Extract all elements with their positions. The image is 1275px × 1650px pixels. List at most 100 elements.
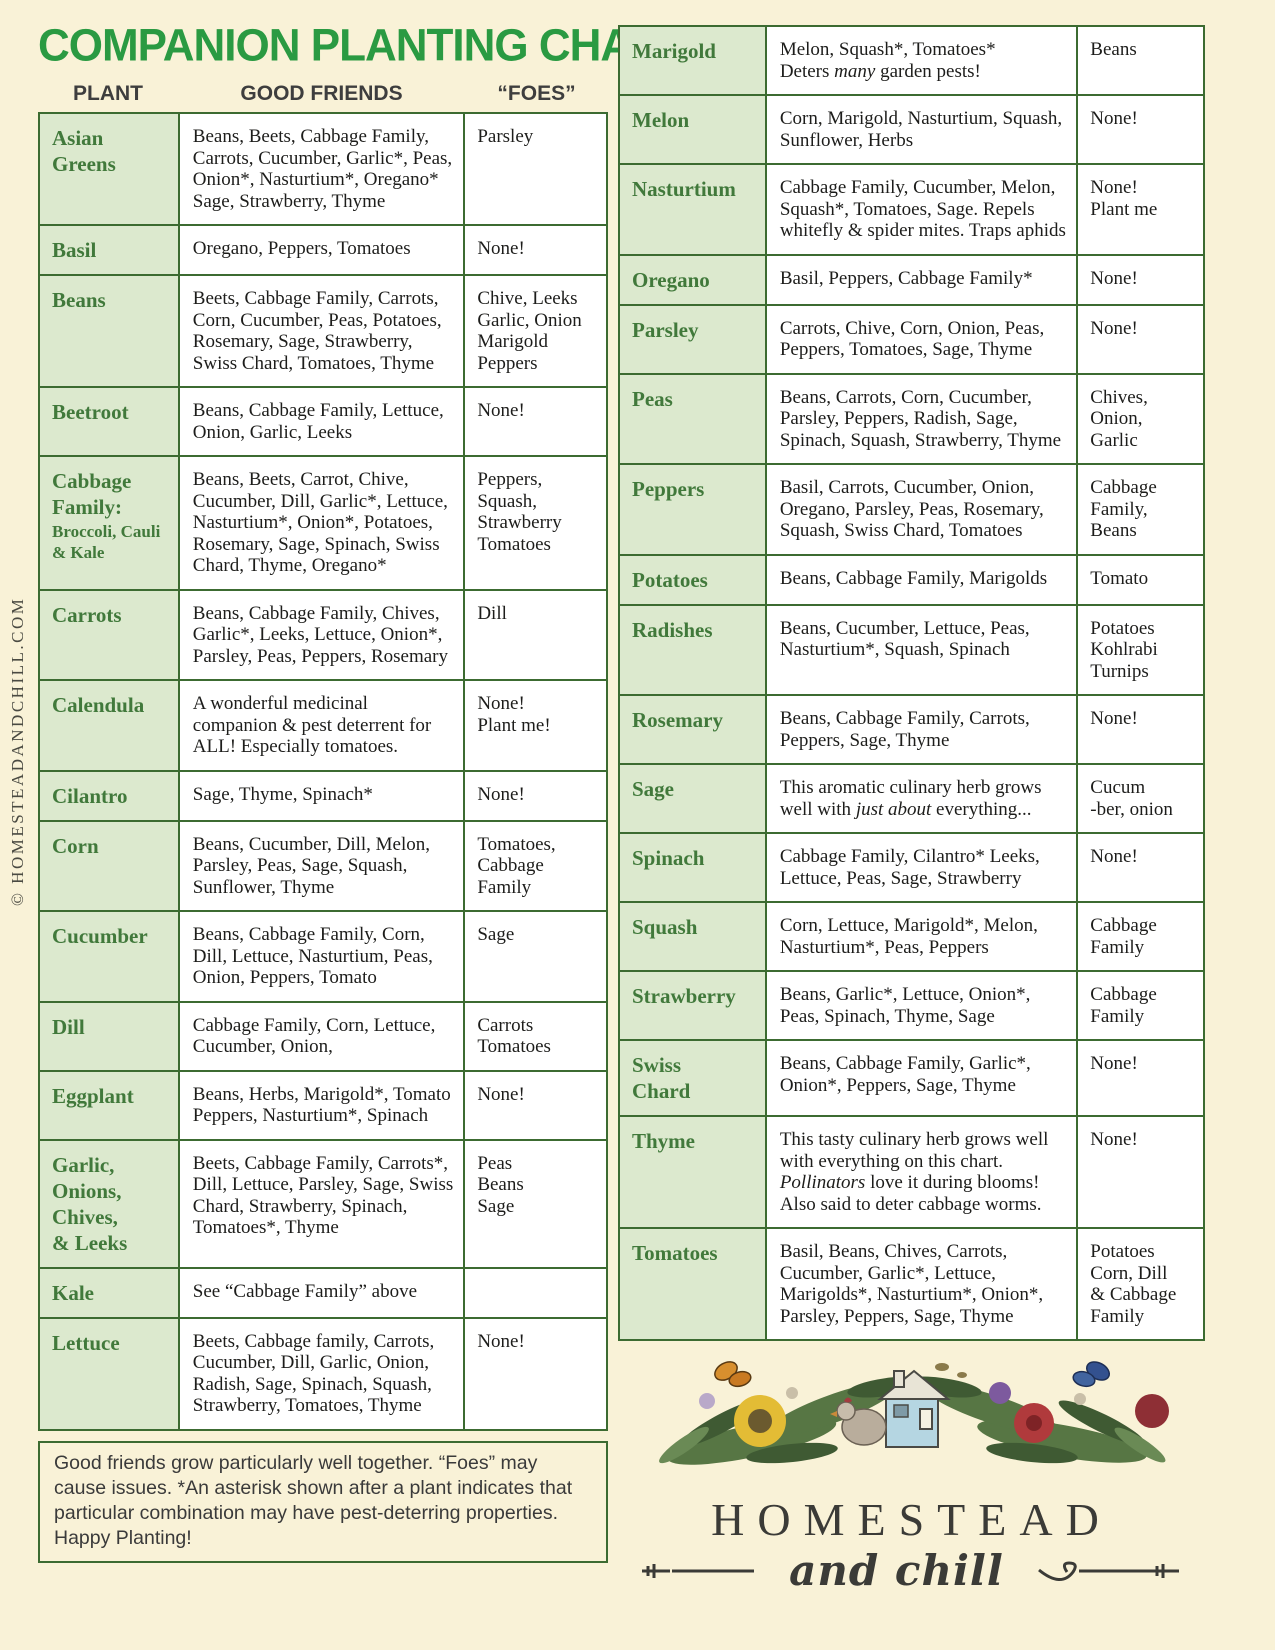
- table-row: Cilantro Sage, Thyme, Spinach* None!: [38, 769, 608, 822]
- plant-name: Parsley: [632, 317, 699, 342]
- plant-cell: Dill: [38, 1000, 180, 1072]
- table-row: Peppers Basil, Carrots, Cucumber, Onion, …: [618, 463, 1205, 556]
- plant-name: Calendula: [52, 693, 145, 717]
- plant-name: Carrots: [52, 602, 122, 627]
- plant-name: Strawberry: [632, 984, 736, 1008]
- good-friends-cell: Beans, Cucumber, Lettuce, Peas, Nasturti…: [764, 603, 1079, 696]
- plant-cell: Potatoes: [618, 553, 767, 606]
- table-row: Beans Beets, Cabbage Family, Carrots, Cor…: [38, 274, 608, 388]
- foes-cell: None!: [463, 386, 608, 457]
- foes-cell: Potatoes Corn, Dill & Cabbage Family: [1076, 1227, 1205, 1341]
- table-row: Parsley Carrots, Chive, Corn, Onion, Peas…: [618, 303, 1205, 375]
- plant-cell: Peppers: [618, 463, 767, 556]
- house-icon: [876, 1369, 951, 1448]
- table-row: Sage This aromatic culinary herb grows we…: [618, 763, 1205, 834]
- table-row: Carrots Beans, Cabbage Family, Chives, Ga…: [38, 588, 608, 681]
- plant-name: Dill: [52, 1014, 85, 1039]
- plant-cell: Melon: [618, 94, 767, 165]
- good-friends-cell: Carrots, Chive, Corn, Onion, Peas, Peppe…: [764, 303, 1079, 375]
- plant-cell: Corn: [38, 819, 180, 912]
- table-row: Kale See “Cabbage Family” above: [38, 1266, 608, 1319]
- table-row: Strawberry Beans, Garlic*, Lettuce, Onion…: [618, 970, 1205, 1041]
- foes-cell: None!: [463, 1069, 608, 1141]
- good-friends-cell: Beans, Cabbage Family, Garlic*, Onion*, …: [764, 1039, 1079, 1117]
- plant-name: Corn: [52, 833, 99, 858]
- good-friends-cell: This aromatic culinary herb grows well w…: [764, 763, 1079, 834]
- plant-cell: Radishes: [618, 603, 767, 696]
- table-row: Melon Corn, Marigold, Nasturtium, Squash,…: [618, 94, 1205, 165]
- left-column: COMPANION PLANTING CHART PLANT GOOD FRIE…: [38, 20, 689, 1563]
- plant-name: Cabbage Family:: [52, 469, 132, 519]
- foes-cell: None! Plant me: [1076, 163, 1205, 256]
- good-friends-cell: Beans, Carrots, Corn, Cucumber, Parsley,…: [764, 372, 1079, 465]
- table-row: Tomatoes Basil, Beans, Chives, Carrots, C…: [618, 1227, 1205, 1341]
- table-row: Thyme This tasty culinary herb grows well…: [618, 1115, 1205, 1229]
- column-headers: PLANT GOOD FRIENDS “FOES”: [38, 82, 608, 106]
- foes-cell: Cucum -ber, onion: [1076, 763, 1205, 834]
- plant-name: Beetroot: [52, 400, 129, 424]
- good-friends-cell: Basil, Beans, Chives, Carrots, Cucumber,…: [764, 1227, 1079, 1341]
- plant-cell: Marigold: [618, 25, 767, 96]
- page-title: COMPANION PLANTING CHART: [38, 20, 689, 71]
- plant-cell: Basil: [38, 224, 180, 276]
- plant-name: Tomatoes: [632, 1241, 718, 1265]
- table-row: Eggplant Beans, Herbs, Marigold*, Tomato …: [38, 1069, 608, 1141]
- good-friends-cell: This tasty culinary herb grows well with…: [764, 1115, 1079, 1229]
- foes-cell: None!: [1076, 1039, 1205, 1117]
- plant-cell: Rosemary: [618, 694, 767, 765]
- plant-name: Thyme: [632, 1129, 695, 1153]
- table-row: Cucumber Beans, Cabbage Family, Corn, Dil…: [38, 910, 608, 1003]
- plant-name: Rosemary: [632, 708, 723, 732]
- table-row: Dill Cabbage Family, Corn, Lettuce, Cucum…: [38, 1000, 608, 1072]
- plant-name: Basil: [52, 238, 97, 262]
- table-row: Rosemary Beans, Cabbage Family, Carrots, …: [618, 694, 1205, 765]
- chicken-icon: [829, 1397, 887, 1446]
- table-row: Oregano Basil, Peppers, Cabbage Family* No…: [618, 253, 1205, 306]
- table-row: Calendula A wonderful medicinal companion…: [38, 679, 608, 772]
- plant-name: Marigold: [632, 39, 716, 63]
- plant-cell: Sage: [618, 763, 767, 834]
- watermark-copyright: © HOMESTEADANDCHILL.COM: [8, 596, 27, 906]
- plant-name: Melon: [632, 108, 690, 132]
- good-friends-cell: Beets, Cabbage family, Carrots, Cucumber…: [177, 1316, 466, 1431]
- plant-name: Asian Greens: [52, 126, 116, 176]
- plant-cell: Spinach: [618, 832, 767, 903]
- plant-name: Cilantro: [52, 783, 128, 808]
- good-friends-cell: Beans, Beets, Carrot, Chive, Cucumber, D…: [177, 455, 466, 591]
- foes-cell: Potatoes Kohlrabi Turnips: [1076, 603, 1205, 696]
- foes-cell: Cabbage Family, Beans: [1076, 463, 1205, 556]
- foes-cell: None!: [1076, 694, 1205, 765]
- table-row: Nasturtium Cabbage Family, Cucumber, Melo…: [618, 163, 1205, 256]
- foes-cell: Peppers, Squash, Strawberry Tomatoes: [463, 455, 608, 591]
- good-friends-cell: Cabbage Family, Cucumber, Melon, Squash*…: [764, 163, 1079, 256]
- foes-cell: None!: [1076, 832, 1205, 903]
- plant-name: Potatoes: [632, 567, 708, 592]
- good-friends-cell: Basil, Carrots, Cucumber, Onion, Oregano…: [764, 463, 1079, 556]
- plant-name: Nasturtium: [632, 177, 736, 201]
- plant-cell: Carrots: [38, 588, 180, 681]
- foes-cell: None!: [463, 1316, 608, 1431]
- good-friends-cell: Melon, Squash*, Tomatoes* Deters many ga…: [764, 25, 1079, 96]
- small-purple-flower-icon: [698, 1393, 715, 1409]
- good-friends-cell: Beans, Cabbage Family, Corn, Dill, Lettu…: [177, 910, 466, 1003]
- good-friends-cell: Basil, Peppers, Cabbage Family*: [764, 253, 1079, 306]
- good-friends-cell: Beans, Cabbage Family, Carrots, Peppers,…: [764, 694, 1079, 765]
- plant-name: Kale: [52, 1280, 94, 1305]
- monarch-butterfly-icon: [713, 1361, 752, 1388]
- plant-name: Lettuce: [52, 1330, 120, 1355]
- flourish-left-icon: [641, 1563, 754, 1578]
- good-friends-cell: Cabbage Family, Corn, Lettuce, Cucumber,…: [177, 1000, 466, 1072]
- plant-name: Eggplant: [52, 1083, 134, 1108]
- bee-icon: [934, 1363, 967, 1378]
- table-row: Asian Greens Beans, Beets, Cabbage Family…: [38, 112, 608, 226]
- good-friends-cell: Corn, Marigold, Nasturtium, Squash, Sunf…: [764, 94, 1079, 165]
- plant-cell: Squash: [618, 901, 767, 972]
- plant-name: Peas: [632, 386, 673, 411]
- plant-cell: Parsley: [618, 303, 767, 375]
- good-friends-cell: Beans, Herbs, Marigold*, Tomato Peppers,…: [177, 1069, 466, 1141]
- header-plant: PLANT: [73, 82, 143, 105]
- plant-name: Squash: [632, 915, 698, 939]
- good-friends-cell: Cabbage Family, Cilantro* Leeks, Lettuce…: [764, 832, 1079, 903]
- good-friends-cell: Beets, Cabbage Family, Carrots*, Dill, L…: [177, 1138, 466, 1269]
- companion-table-left: Asian Greens Beans, Beets, Cabbage Family…: [38, 112, 608, 1431]
